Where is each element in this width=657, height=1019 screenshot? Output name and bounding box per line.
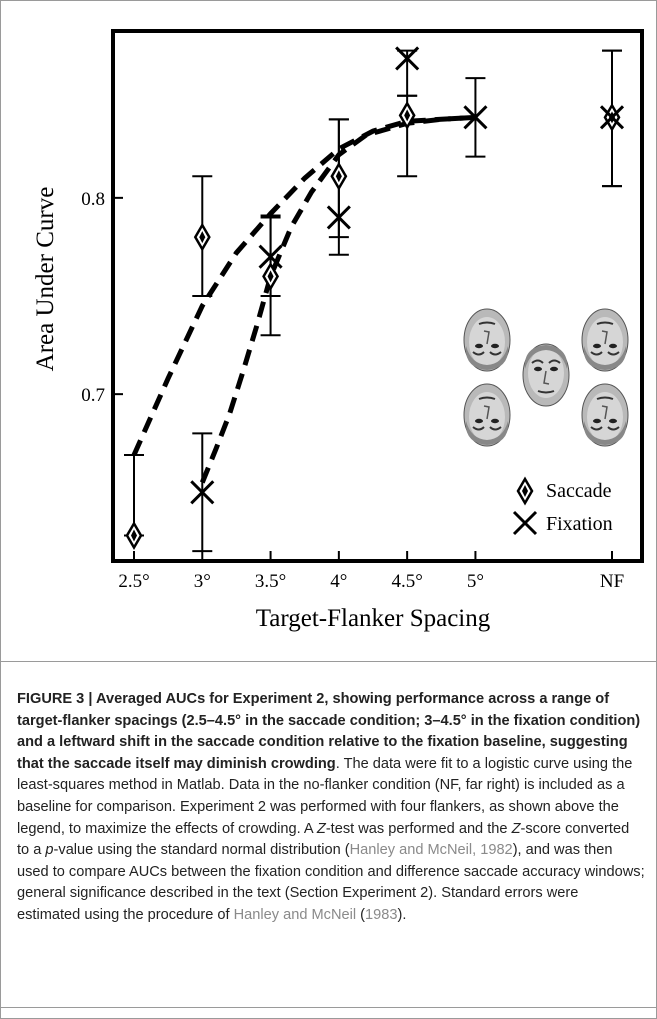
fixation-legend-cross [512,510,538,536]
fixation-point [599,105,625,130]
fixation-point [258,244,283,269]
flanker-face-icon [581,308,629,372]
legend-saccade-marker [516,476,534,506]
flanker-face-icon [463,383,511,447]
legend: Saccade Fixation [512,476,613,536]
caption-text: -value using the standard normal distrib… [53,842,350,859]
caption-bold-text: Averaged AUCs for Experiment 2, showing … [17,691,641,772]
x-tick-label: 3° [194,571,211,592]
reference-link[interactable]: 1983 [365,906,398,923]
caption-bottom-rule [1,1007,657,1008]
reference-link[interactable]: Hanley and McNeil [233,906,357,923]
caption-z-symbol: Z [511,820,521,837]
reference-link[interactable]: Hanley and McNeil, 1982 [349,842,513,859]
x-tick-label: 4° [330,571,347,592]
caption-z-symbol: Z [316,820,326,837]
plot-frame [111,29,644,563]
y-axis-label: Area Under Curve [32,187,59,372]
fixation-point [463,105,488,130]
x-tick-label: 2.5° [118,571,149,592]
auc-chart: 2.5° 3° 3.5° 4° 4.5° 5° NF 0.7 0.8 Saccade Fixat… [32,29,644,632]
legend-fixation-label: Fixation [546,513,613,535]
saccade-point [330,161,348,191]
y-tick-label: 0.7 [81,385,105,406]
saccade-point [125,521,143,550]
caption-divider [1,661,657,662]
fixation-point [395,46,420,71]
fixation-point [190,480,215,505]
caption-label: FIGURE 3 | [17,691,96,707]
x-tick-label: 4.5° [391,571,422,592]
target-face-icon [522,343,570,407]
saccade-legend-diamond [516,476,534,506]
caption-text: . The data were fit to a logistic curve … [17,755,633,837]
flanker-face-icon [463,308,511,372]
x-axis-label: Target-Flanker Spacing [256,605,491,632]
fit-curve-saccade [131,114,476,457]
caption-p-symbol: p [45,842,54,859]
flanker-face-icon [581,383,629,447]
x-tick-label: NF [600,571,624,592]
saccade-point [262,261,280,291]
x-tick-label: 3.5° [255,571,286,592]
saccade-point [193,222,211,252]
caption-text: ), and was then used to compare AUCs bet… [17,842,645,923]
face-stimulus-array-icon [463,308,629,447]
x-tick-label: 5° [467,571,484,592]
fixation-point [326,205,351,230]
legend-fixation-marker [512,510,538,536]
figure-caption: FIGURE 3 | Averaged AUCs for Experiment … [17,689,645,927]
caption-text: ( [356,906,366,923]
y-tick-label: 0.8 [81,189,105,210]
caption-text: ). [397,906,407,923]
caption-text: -test was performed and the [325,820,512,837]
legend-saccade-label: Saccade [546,480,612,502]
caption-text: -score converted to a [17,820,630,859]
saccade-point [398,100,416,130]
